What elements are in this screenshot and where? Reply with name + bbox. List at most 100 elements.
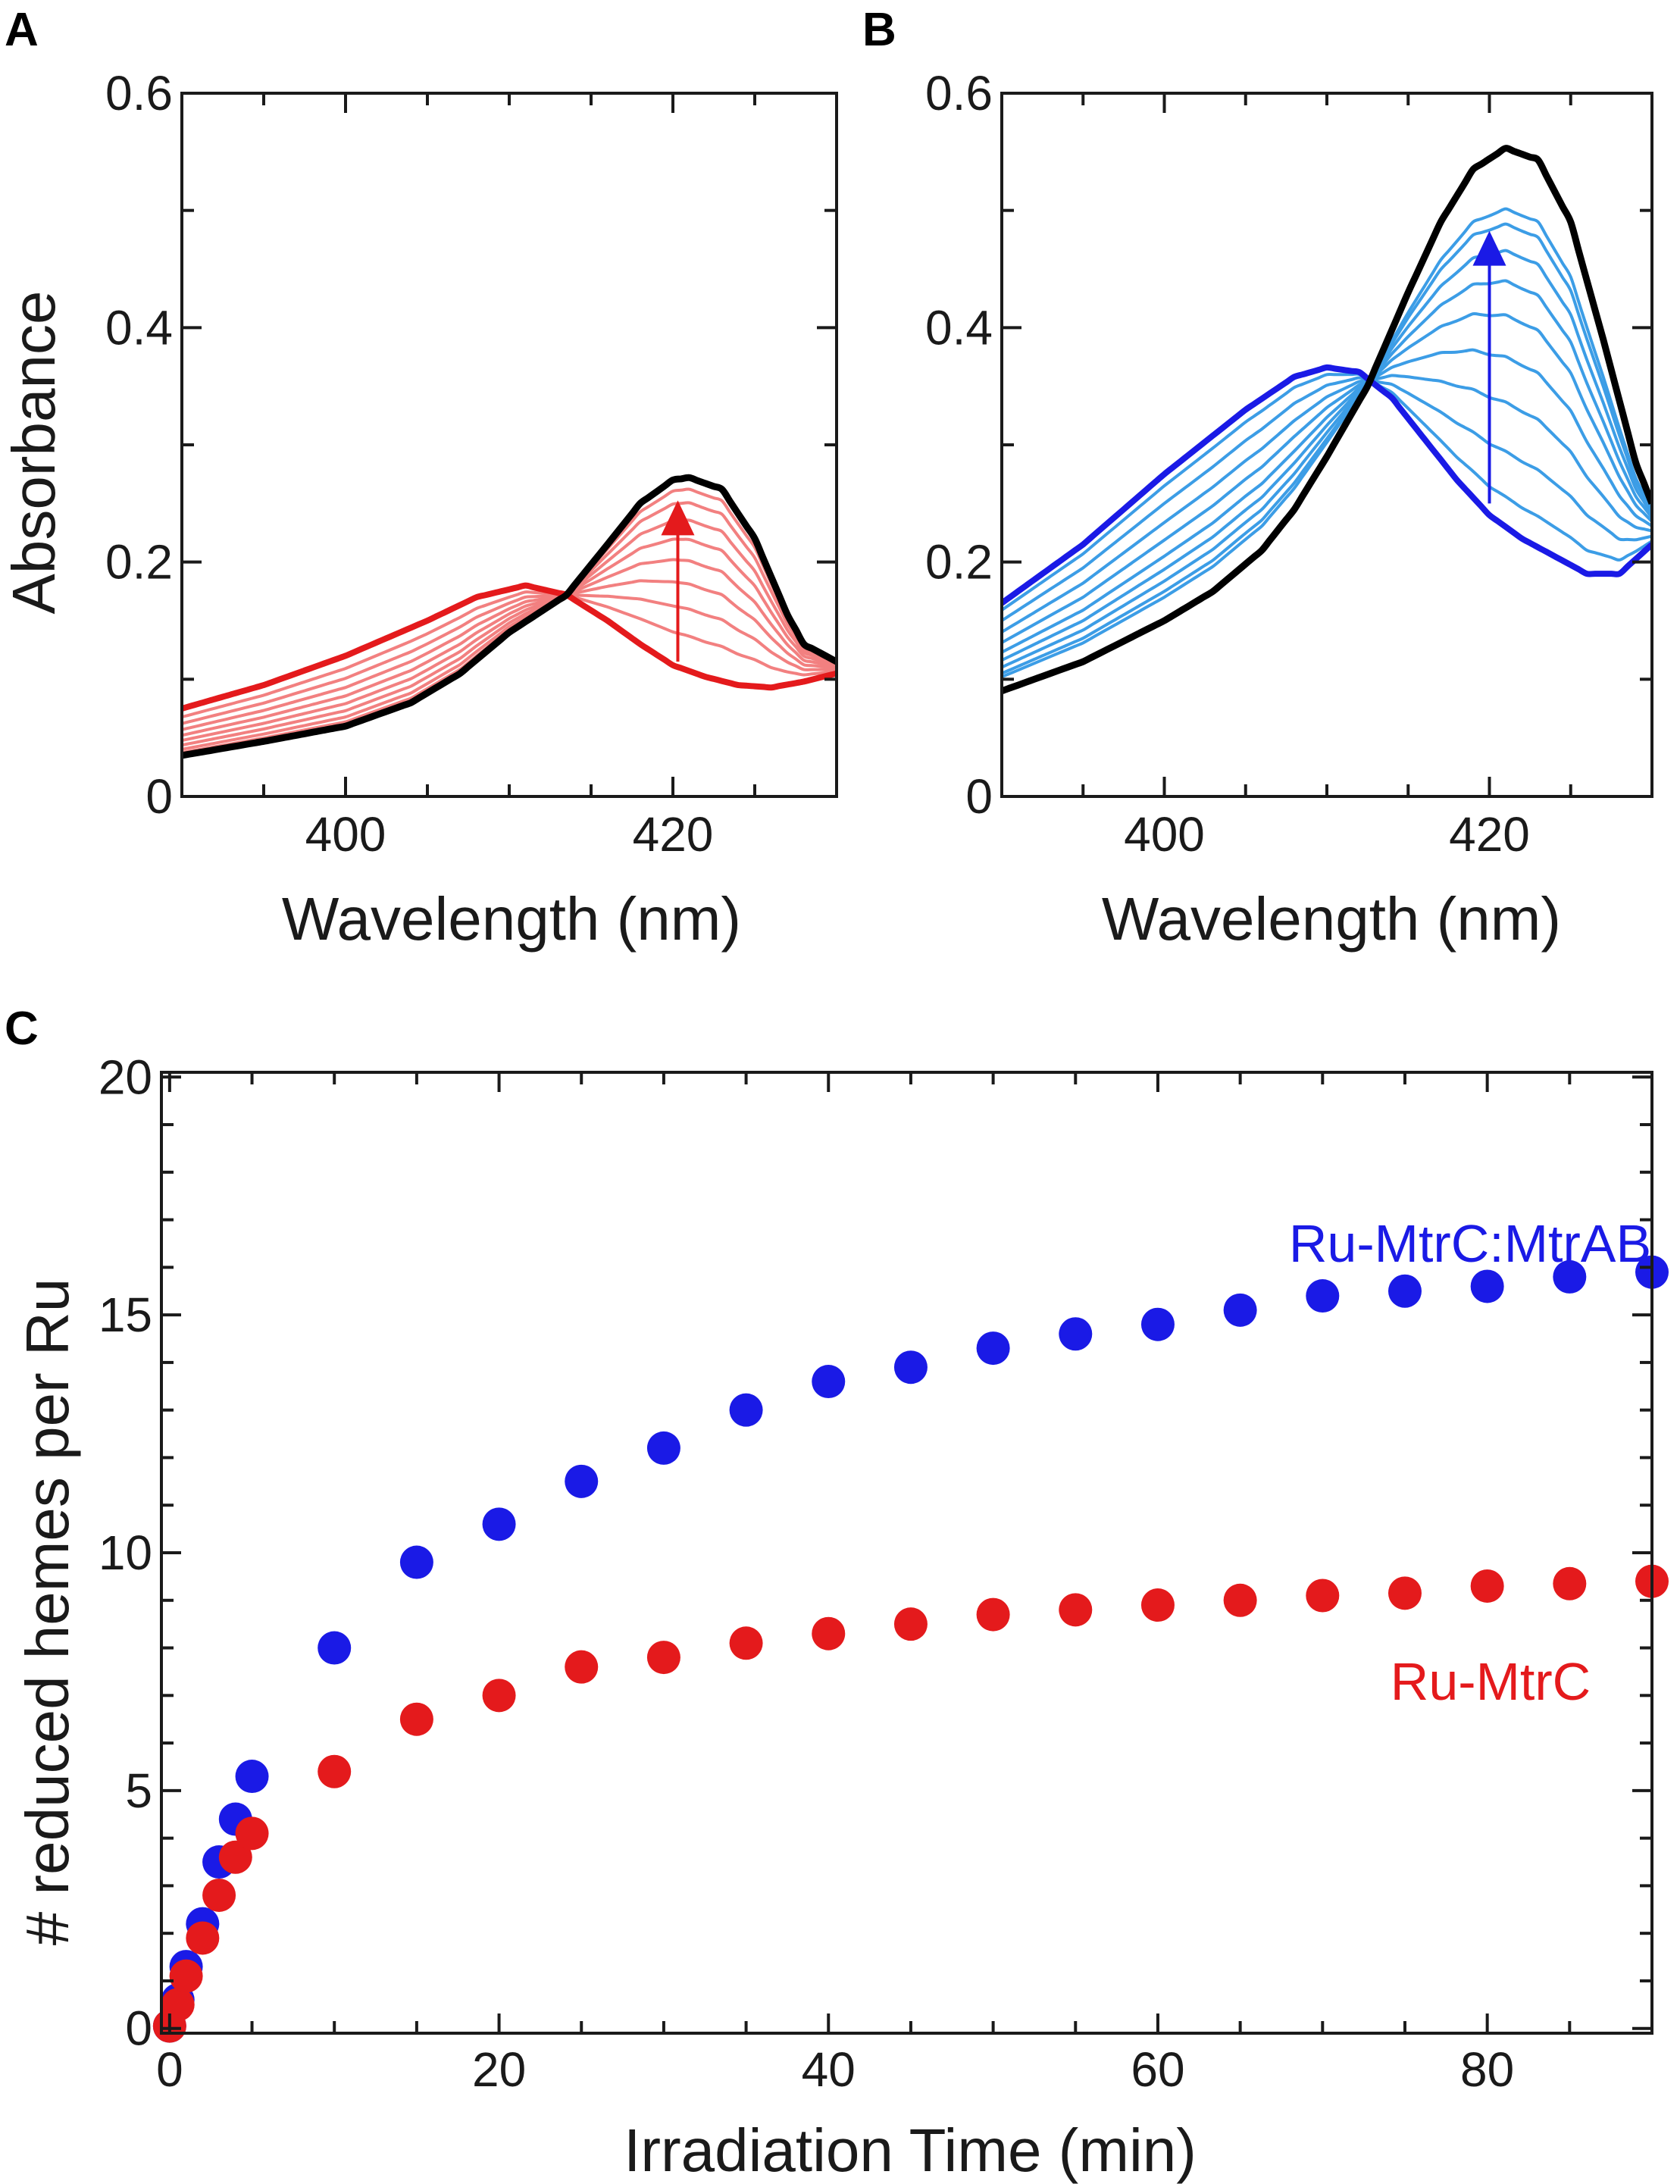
panel-b-intermediate-spectrum-4 xyxy=(1002,348,1652,644)
panel-c-x-tick-label: 60 xyxy=(1131,2042,1184,2097)
panel-a-x-tick-label: 400 xyxy=(305,807,386,862)
panel-a-intermediate-spectrum-7 xyxy=(182,501,837,751)
panel-b: B Wavelength (nm) 400 420 0 0.2 0.4 0.6 xyxy=(862,4,1653,953)
data-point-ru-mtrc xyxy=(186,1921,220,1955)
data-point-ru-mtrc-mtrab xyxy=(812,1365,846,1399)
panel-c-y-axis-title: # reduced hemes per Ru xyxy=(14,1278,81,1946)
panel-a-reduced-spectrum xyxy=(182,474,837,759)
data-point-ru-mtrc-mtrab xyxy=(565,1464,599,1498)
data-point-ru-mtrc-mtrab xyxy=(976,1331,1010,1366)
panel-c-x-tick-label: 80 xyxy=(1460,2042,1514,2097)
data-point-ru-mtrc xyxy=(1059,1593,1093,1627)
data-point-ru-mtrc xyxy=(482,1679,516,1713)
panel-c-x-axis-title: Irradiation Time (min) xyxy=(624,2117,1197,2184)
panel-a-x-tick-label: 420 xyxy=(633,807,714,862)
data-point-ru-mtrc xyxy=(399,1702,433,1736)
data-point-ru-mtrc xyxy=(169,1959,203,1993)
panel-c-letter: C xyxy=(5,1003,39,1055)
data-point-ru-mtrc-mtrab xyxy=(1553,1259,1587,1294)
panel-a-intermediate-spectrum-5 xyxy=(182,537,837,743)
data-point-ru-mtrc xyxy=(893,1607,928,1641)
panel-b-arrow-head xyxy=(1472,230,1506,266)
data-point-ru-mtrc-mtrab xyxy=(1306,1279,1340,1313)
panel-c-x-tick-label: 20 xyxy=(472,2042,526,2097)
data-point-ru-mtrc xyxy=(729,1626,763,1660)
data-point-ru-mtrc xyxy=(161,1988,195,2022)
data-point-ru-mtrc xyxy=(202,1878,236,1912)
data-point-ru-mtrc-mtrab xyxy=(1059,1317,1093,1351)
panel-a-intermediate-spectrum-4 xyxy=(182,558,837,737)
data-point-ru-mtrc xyxy=(318,1754,352,1788)
panel-a-y-tick-label: 0.2 xyxy=(105,535,173,590)
panel-b-y-tick-label: 0 xyxy=(965,769,993,824)
panel-a-arrow-head xyxy=(661,500,695,536)
series-label-ru-mtrc: Ru-MtrC xyxy=(1391,1652,1591,1711)
panel-b-reduced-spectrum xyxy=(1002,145,1652,695)
data-point-ru-mtrc xyxy=(1306,1579,1340,1613)
panel-c-y-tick-label: 0 xyxy=(125,2001,152,2056)
panel-c-y-tick-label: 20 xyxy=(99,1050,152,1104)
panel-b-x-tick-label: 400 xyxy=(1124,807,1205,862)
panel-a-spectra xyxy=(182,474,837,759)
panel-a-y-tick-label: 0.6 xyxy=(105,66,173,120)
panel-a-intermediate-spectrum-3 xyxy=(182,579,837,731)
data-point-ru-mtrc-mtrab xyxy=(893,1350,928,1385)
data-point-ru-mtrc-mtrab xyxy=(482,1507,516,1541)
data-point-ru-mtrc-mtrab xyxy=(646,1431,680,1465)
data-point-ru-mtrc xyxy=(1553,1566,1587,1600)
panel-b-x-axis-title: Wavelength (nm) xyxy=(1102,885,1561,953)
panel-a-letter: A xyxy=(5,4,39,56)
panel-c-y-tick-label: 15 xyxy=(99,1288,152,1342)
series-label-ru-mtrc-mtrab: Ru-MtrC:MtrAB xyxy=(1289,1214,1651,1273)
panel-a-y-tick-label: 0.4 xyxy=(105,300,173,355)
panel-c-x-tick-label: 0 xyxy=(156,2042,183,2097)
panel-b-intermediate-spectrum-2 xyxy=(1002,376,1652,622)
panel-a-y-axis-title: Absorbance xyxy=(0,291,67,615)
panel-c: C Irradiation Time (min) # reduced hemes… xyxy=(5,1003,1669,2184)
data-point-ru-mtrc xyxy=(1140,1588,1175,1622)
panel-b-intermediate-spectrum-7 xyxy=(1002,249,1652,669)
data-point-ru-mtrc-mtrab xyxy=(318,1631,352,1665)
panel-a-y-tick-label: 0 xyxy=(145,769,173,824)
data-point-ru-mtrc xyxy=(976,1597,1010,1632)
panel-a-x-axis-title: Wavelength (nm) xyxy=(282,885,741,953)
data-point-ru-mtrc xyxy=(1223,1583,1257,1617)
panel-b-intermediate-spectrum-5 xyxy=(1002,311,1652,654)
data-point-ru-mtrc-mtrab xyxy=(235,1760,269,1794)
data-point-ru-mtrc-mtrab xyxy=(1223,1293,1257,1327)
data-point-ru-mtrc xyxy=(565,1650,599,1684)
panel-b-intermediate-spectrum-1 xyxy=(1002,372,1652,612)
data-point-ru-mtrc xyxy=(1470,1569,1504,1603)
panel-b-y-tick-label: 0.6 xyxy=(925,66,993,120)
data-point-ru-mtrc-mtrab xyxy=(1140,1307,1175,1341)
data-point-ru-mtrc xyxy=(235,1816,269,1851)
panel-a-intermediate-spectrum-6 xyxy=(182,518,837,747)
data-point-ru-mtrc-mtrab xyxy=(729,1393,763,1427)
data-point-ru-mtrc-mtrab xyxy=(1470,1269,1504,1303)
panel-b-intermediate-spectrum-6 xyxy=(1002,279,1652,662)
panel-c-points xyxy=(152,1255,1669,2043)
panel-b-y-tick-label: 0.2 xyxy=(925,535,993,590)
data-point-ru-mtrc xyxy=(646,1641,680,1675)
panel-b-letter: B xyxy=(862,4,896,56)
data-point-ru-mtrc xyxy=(218,1840,252,1874)
panel-a-intermediate-spectrum-2 xyxy=(182,593,837,725)
data-point-ru-mtrc xyxy=(1387,1576,1422,1610)
panel-b-intermediate-spectrum-3 xyxy=(1002,374,1652,634)
panel-b-intermediate-spectrum-9 xyxy=(1002,207,1652,679)
data-point-ru-mtrc-mtrab xyxy=(1387,1274,1422,1308)
panel-a: A Wavelength (nm) Absorbance 400 420 0 0.2 0… xyxy=(0,4,838,953)
panel-c-x-tick-label: 40 xyxy=(802,2042,856,2097)
panel-c-y-tick-label: 10 xyxy=(99,1525,152,1580)
panel-c-y-tick-label: 5 xyxy=(125,1763,152,1818)
panel-b-intermediate-spectrum-8 xyxy=(1002,222,1652,675)
panel-b-spectra xyxy=(1002,145,1652,695)
panel-b-x-tick-label: 420 xyxy=(1449,807,1530,862)
panel-b-oxidized-spectrum xyxy=(1002,364,1652,606)
data-point-ru-mtrc-mtrab xyxy=(399,1545,433,1579)
panel-a-intermediate-spectrum-1 xyxy=(182,590,837,719)
panel-b-y-tick-label: 0.4 xyxy=(925,300,993,355)
panel-a-oxidized-spectrum xyxy=(182,582,837,712)
data-point-ru-mtrc xyxy=(812,1616,846,1651)
